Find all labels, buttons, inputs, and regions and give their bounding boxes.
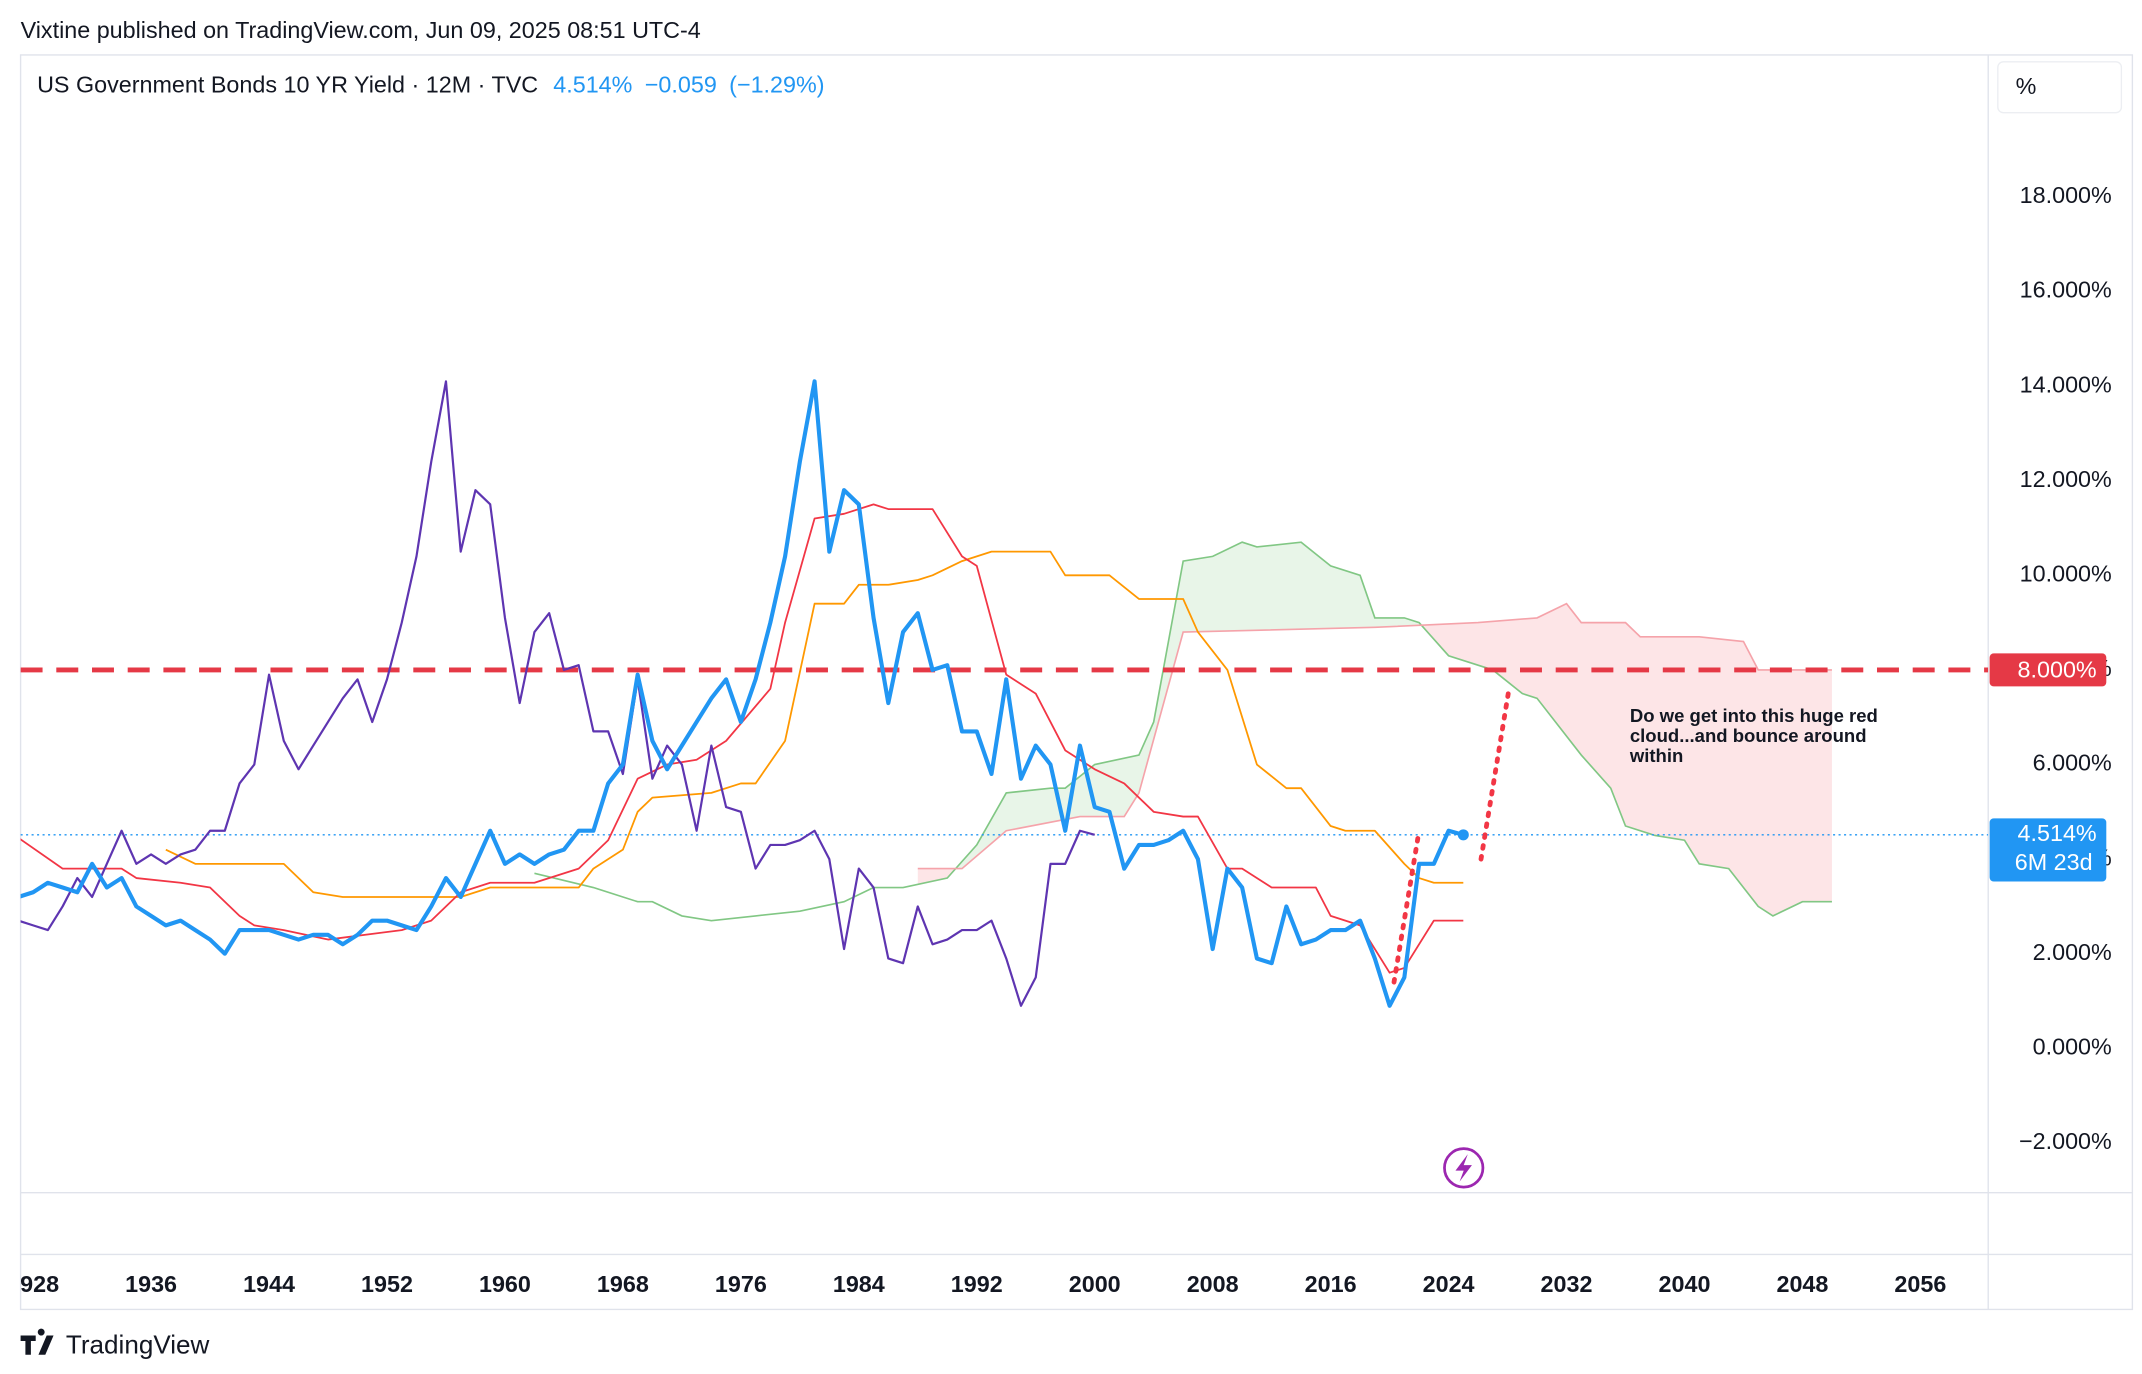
- y-tick-label: 18.000%: [2020, 182, 2112, 208]
- annotation-text: cloud...and bounce around: [1630, 725, 1867, 746]
- cloud-fill: [954, 542, 1421, 870]
- price-label: 4.514%: [2018, 820, 2097, 846]
- x-tick-label: 1976: [715, 1271, 767, 1297]
- footer-logo[interactable]: [20, 1328, 54, 1355]
- y-tick-label: 14.000%: [2020, 371, 2112, 397]
- y-tick-label: 12.000%: [2020, 466, 2112, 492]
- unit-button[interactable]: [1997, 61, 2123, 114]
- cloud-fill: [1420, 603, 1832, 916]
- brand[interactable]: TradingView: [66, 1329, 210, 1359]
- price-label-bg: [1989, 818, 2107, 882]
- annotation-text: Do we get into this huge red: [1630, 705, 1878, 726]
- x-tick-label: 2032: [1541, 1271, 1593, 1297]
- hline-label-bg: [1989, 653, 2107, 687]
- series-line: [20, 380, 1096, 1007]
- x-tick-label: 1944: [243, 1271, 295, 1297]
- hline-label: 8.000%: [2018, 656, 2097, 682]
- plot-area: Do we get into this huge redcloud...and …: [20, 379, 1989, 1008]
- x-tick-label: 1960: [479, 1271, 531, 1297]
- x-tick-label: 2024: [1423, 1271, 1475, 1297]
- last-point: [1457, 829, 1469, 841]
- trend-drawing: [1391, 828, 1422, 985]
- price-change: −0.059: [645, 72, 717, 98]
- x-tick-label: 2000: [1069, 1271, 1121, 1297]
- logo-mark[interactable]: [20, 1328, 54, 1355]
- y-tick-label: 0.000%: [2033, 1034, 2112, 1060]
- series-line: [165, 550, 1464, 898]
- x-tick-label: 2048: [1776, 1271, 1828, 1297]
- event-icon-bolt[interactable]: [1455, 1154, 1472, 1182]
- series-line: [20, 503, 1464, 974]
- frame: [19, 54, 2134, 1311]
- y-tick-label: 2.000%: [2033, 939, 2112, 965]
- event-icon[interactable]: [1443, 1147, 1485, 1189]
- x-tick-label: 1968: [597, 1271, 649, 1297]
- last-price: 4.514%: [553, 72, 632, 98]
- y-tick-label: 10.000%: [2020, 560, 2112, 586]
- byline: Vixtine published on TradingView.com, Ju…: [21, 17, 701, 43]
- x-tick-label: 1936: [125, 1271, 177, 1297]
- cloud-fill: [917, 868, 955, 885]
- unit-label[interactable]: %: [2016, 73, 2037, 99]
- price-countdown: 6M 23d: [2015, 849, 2093, 875]
- x-tick-label: 2008: [1187, 1271, 1239, 1297]
- series-line: [20, 379, 1464, 1008]
- x-tick-label: 2016: [1305, 1271, 1357, 1297]
- x-tick-label: 1928: [7, 1271, 59, 1297]
- price-change-percent: (−1.29%): [729, 72, 824, 98]
- price-axis: −2.000%0.000%2.000%4.000%6.000%8.000%10.…: [1989, 182, 2112, 1154]
- annotation-text: within: [1629, 745, 1684, 766]
- y-tick-label: 6.000%: [2033, 750, 2112, 776]
- y-tick-label: −2.000%: [2019, 1128, 2112, 1154]
- x-tick-label: 2040: [1659, 1271, 1711, 1297]
- y-tick-label: 16.000%: [2020, 277, 2112, 303]
- chart-title: US Government Bonds 10 YR Yield · 12M · …: [37, 72, 538, 98]
- x-tick-label: 1984: [833, 1271, 885, 1297]
- trend-drawing: [1478, 686, 1512, 862]
- x-tick-label: 2056: [1894, 1271, 1946, 1297]
- frame-border: [19, 54, 2134, 1311]
- x-tick-label: 1992: [951, 1271, 1003, 1297]
- time-axis: 1928 1936 1944 1952 1960 1968 1976 1984 1992 2000…: [7, 1271, 1947, 1297]
- cloud-span-a: [534, 541, 1832, 922]
- x-tick-label: 1952: [361, 1271, 413, 1297]
